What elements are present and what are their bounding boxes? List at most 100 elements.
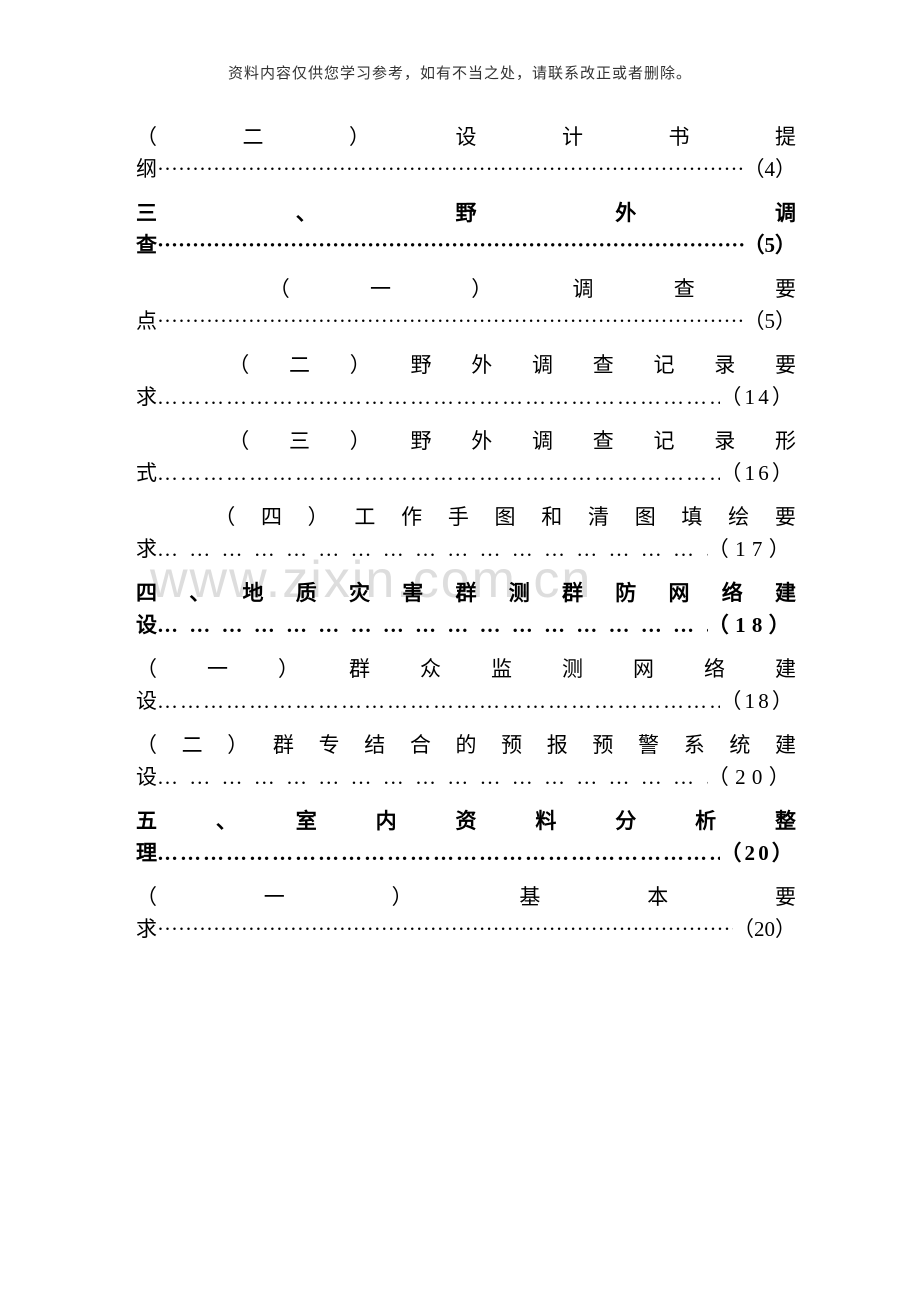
toc-last-char: 求 <box>136 534 157 566</box>
toc-char: 形 <box>775 426 796 458</box>
toc-char: 防 <box>615 578 636 610</box>
toc-char: 室 <box>296 806 317 838</box>
toc-char: 四 <box>136 578 157 610</box>
toc-char: 结 <box>364 730 385 762</box>
toc-char: 报 <box>547 730 568 762</box>
toc-char: 群 <box>562 578 583 610</box>
toc-entry: 三、野外调查··································… <box>136 198 796 261</box>
toc-char: 统 <box>729 730 750 762</box>
toc-last-char: 点 <box>136 306 157 338</box>
toc-last-char: 设 <box>136 686 157 718</box>
toc-char: 记 <box>654 350 675 382</box>
toc-char: ） <box>350 350 371 382</box>
toc-char: 建 <box>775 730 796 762</box>
toc-entry: （二）设计书提纲································… <box>136 122 796 185</box>
toc-char: 提 <box>775 122 796 154</box>
toc-char: 调 <box>532 426 553 458</box>
toc-page-number: （5） <box>744 230 797 262</box>
toc-char: ） <box>278 654 299 686</box>
toc-char: 一 <box>370 274 391 306</box>
toc-char: 图 <box>495 502 516 534</box>
toc-last-char: 设 <box>136 762 157 794</box>
toc-char: 绘 <box>728 502 749 534</box>
toc-char: 三 <box>289 426 310 458</box>
toc-page-number: （18） <box>720 686 796 718</box>
toc-entry: （二）野外调查记录要求……………………………………………………………………………… <box>136 350 796 413</box>
toc-entry: 五、室内资料分析整理………………………………………………………………………………… <box>136 806 796 869</box>
toc-char: （ <box>228 426 249 458</box>
toc-char: 书 <box>669 122 690 154</box>
header-disclaimer: 资料内容仅供您学习参考，如有不当之处，请联系改正或者删除。 <box>0 62 920 83</box>
toc-char: ） <box>350 426 371 458</box>
toc-char: 二 <box>182 730 203 762</box>
toc-char: （ <box>214 502 235 534</box>
toc-char: 、 <box>216 806 237 838</box>
toc-title-line1: （二）设计书提 <box>136 122 796 154</box>
toc-page-number: （20） <box>733 914 796 946</box>
toc-char: 分 <box>615 806 636 838</box>
toc-char: 测 <box>562 654 583 686</box>
toc-page-number: （18） <box>708 610 796 642</box>
toc-title-line2: 点·······································… <box>136 306 796 338</box>
toc-char: 、 <box>296 198 317 230</box>
toc-char: 析 <box>695 806 716 838</box>
toc-char: ） <box>349 122 370 154</box>
toc-char: 监 <box>491 654 512 686</box>
toc-char: 基 <box>519 882 540 914</box>
toc-leader-dots: ………………………………………………………………………………………………………… <box>157 686 720 718</box>
toc-leader-dots: … … … … … … … … … … … … … … … … … … … … … <box>157 610 708 642</box>
toc-char: 作 <box>401 502 422 534</box>
toc-indent-spacer <box>136 502 189 534</box>
toc-char: 图 <box>635 502 656 534</box>
toc-char: 专 <box>319 730 340 762</box>
toc-last-char: 求 <box>136 914 157 946</box>
toc-char: 要 <box>775 502 796 534</box>
toc-char: 本 <box>647 882 668 914</box>
toc-char: 清 <box>588 502 609 534</box>
toc-char: 一 <box>264 882 285 914</box>
toc-char: 计 <box>562 122 583 154</box>
toc-title-line1: 五、室内资料分析整 <box>136 806 796 838</box>
toc-char: （ <box>136 882 157 914</box>
toc-page-number: （16） <box>720 458 796 490</box>
toc-char: 野 <box>456 198 477 230</box>
toc-char: 录 <box>714 350 735 382</box>
toc-title-line2: 设………………………………………………………………………………………………………… <box>136 686 796 718</box>
toc-last-char: 纲 <box>136 154 157 186</box>
toc-leader-dots: ········································… <box>157 154 744 186</box>
toc-indent-spacer <box>136 426 189 458</box>
toc-last-char: 查 <box>136 230 157 262</box>
toc-indent-spacer <box>136 274 189 306</box>
toc-char: 和 <box>541 502 562 534</box>
toc-title-line2: 求·······································… <box>136 914 796 946</box>
toc-char: 内 <box>376 806 397 838</box>
toc-title-line2: 理………………………………………………………………………………………………………… <box>136 838 796 870</box>
toc-char: （ <box>228 350 249 382</box>
toc-char: ） <box>227 730 248 762</box>
toc-leader-dots: … … … … … … … … … … … … … … … … … … … … … <box>157 762 708 794</box>
toc-title-line1: （二）野外调查记录要 <box>136 350 796 382</box>
toc-last-char: 式 <box>136 458 157 490</box>
toc-title-line1: （二）群专结合的预报预警系统建 <box>136 730 796 762</box>
toc-char: 资 <box>456 806 477 838</box>
toc-char: 系 <box>684 730 705 762</box>
toc-title-line1: （三）野外调查记录形 <box>136 426 796 458</box>
toc-char: 外 <box>471 350 492 382</box>
toc-char: 要 <box>775 882 796 914</box>
toc-last-char: 设 <box>136 610 157 642</box>
toc-char: 要 <box>775 274 796 306</box>
toc-title-line2: 求………………………………………………………………………………………………………… <box>136 382 796 414</box>
toc-leader-dots: ………………………………………………………………………………………………………… <box>157 382 720 414</box>
toc-char: 二 <box>243 122 264 154</box>
toc-char: 记 <box>654 426 675 458</box>
toc-char: 预 <box>501 730 522 762</box>
toc-leader-dots: ………………………………………………………………………………………………………… <box>157 838 720 870</box>
toc-char: 一 <box>207 654 228 686</box>
toc-char: 手 <box>448 502 469 534</box>
toc-char: 络 <box>704 654 725 686</box>
toc-char: 三 <box>136 198 157 230</box>
toc-title-line1: 三、野外调 <box>136 198 796 230</box>
toc-char: 要 <box>775 350 796 382</box>
toc-char: 调 <box>573 274 594 306</box>
toc-char: 调 <box>532 350 553 382</box>
